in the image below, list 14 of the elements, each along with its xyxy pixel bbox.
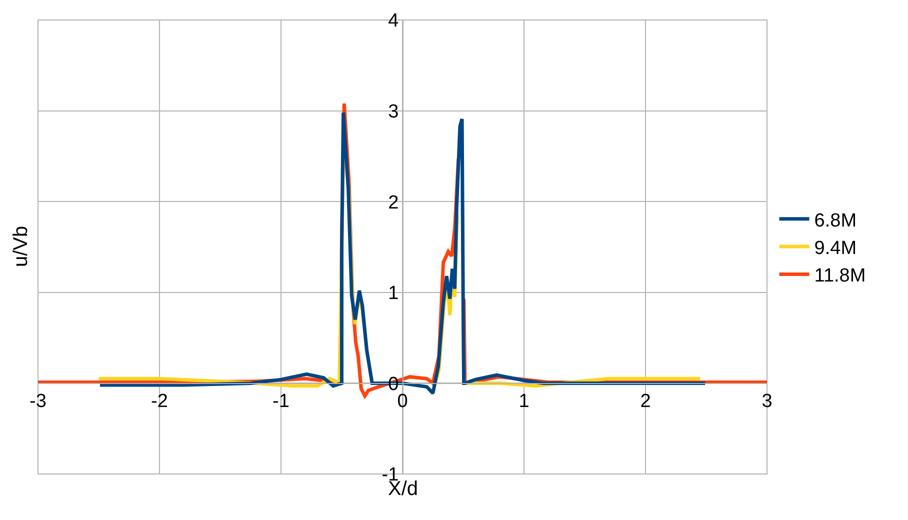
legend-label: 11.8M xyxy=(814,266,866,287)
x-tick-label: -2 xyxy=(151,391,168,412)
legend-label: 6.8M xyxy=(814,210,857,232)
y-axis-title: u/Vb xyxy=(10,226,32,267)
legend-label: 9.4M xyxy=(814,238,857,259)
x-tick-label: -1 xyxy=(272,391,290,412)
x-tick-label: 3 xyxy=(762,391,772,412)
x-tick-label: 1 xyxy=(518,391,530,412)
x-tick-label: -3 xyxy=(30,391,46,412)
y-tick-label: 1 xyxy=(388,283,399,304)
y-tick-label: 4 xyxy=(388,10,400,32)
y-tick-label: 2 xyxy=(388,192,399,214)
y-tick-label: 3 xyxy=(388,101,399,122)
x-tick-label: 2 xyxy=(640,391,651,412)
